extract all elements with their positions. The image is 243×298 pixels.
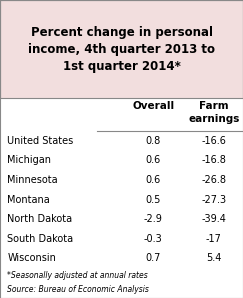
Text: -16.6: -16.6: [201, 136, 226, 146]
Text: 5.4: 5.4: [206, 253, 222, 263]
Text: Michigan: Michigan: [7, 156, 51, 165]
Text: North Dakota: North Dakota: [7, 214, 72, 224]
Text: -16.8: -16.8: [201, 156, 226, 165]
Text: Minnesota: Minnesota: [7, 175, 58, 185]
Text: Source: Bureau of Economic Analysis: Source: Bureau of Economic Analysis: [7, 285, 149, 294]
Text: 0.8: 0.8: [146, 136, 161, 146]
Text: *Seasonally adjusted at annual rates: *Seasonally adjusted at annual rates: [7, 271, 148, 280]
Text: Overall: Overall: [132, 101, 174, 111]
Text: -17: -17: [206, 234, 222, 244]
Text: South Dakota: South Dakota: [7, 234, 73, 244]
Text: United States: United States: [7, 136, 74, 146]
Text: -0.3: -0.3: [144, 234, 163, 244]
Text: -26.8: -26.8: [201, 175, 226, 185]
Text: Montana: Montana: [7, 195, 50, 205]
Text: 0.6: 0.6: [146, 175, 161, 185]
Text: -27.3: -27.3: [201, 195, 226, 205]
Text: -2.9: -2.9: [144, 214, 163, 224]
Text: -39.4: -39.4: [201, 214, 226, 224]
FancyBboxPatch shape: [0, 0, 243, 98]
Text: Farm
earnings: Farm earnings: [188, 101, 240, 124]
Text: 0.7: 0.7: [145, 253, 161, 263]
Text: Percent change in personal
income, 4th quarter 2013 to
1st quarter 2014*: Percent change in personal income, 4th q…: [28, 26, 215, 73]
Text: 0.5: 0.5: [145, 195, 161, 205]
Text: 0.6: 0.6: [146, 156, 161, 165]
Text: Wisconsin: Wisconsin: [7, 253, 56, 263]
